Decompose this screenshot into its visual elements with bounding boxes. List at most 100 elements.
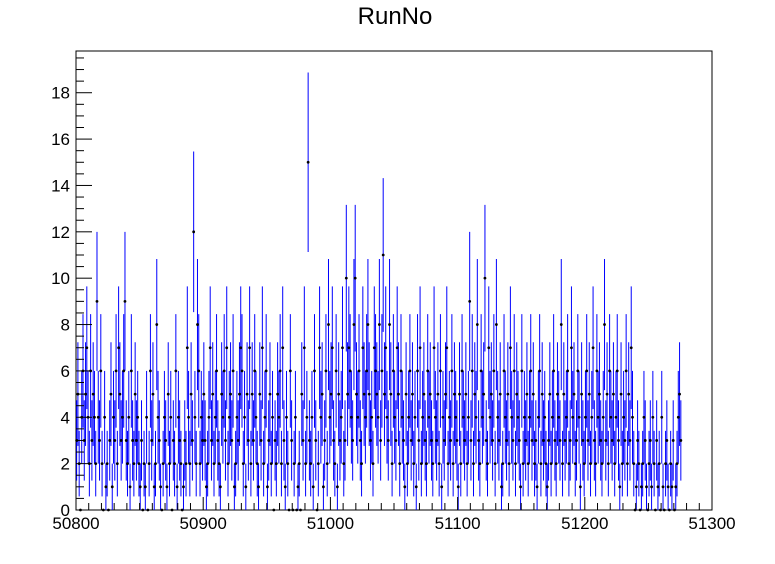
data-point [107,508,110,512]
data-point [576,369,580,373]
data-point [212,462,216,466]
data-point [627,392,631,396]
data-point [534,439,538,442]
data-point [96,415,100,419]
data-point [294,415,297,419]
data-point [428,392,432,396]
data-point [468,299,472,303]
data-point [483,276,487,280]
data-point [302,346,306,350]
data-point [234,462,238,466]
data-point [432,346,436,350]
data-point [667,508,671,512]
data-point [451,462,455,466]
data-point [363,415,367,419]
data-point [608,369,612,373]
data-points [75,160,683,512]
data-point [377,323,381,326]
data-point [493,462,497,466]
data-point [510,415,514,419]
data-point [341,346,344,350]
data-point [568,439,572,442]
data-point [151,392,155,396]
data-point [108,439,112,442]
data-point [196,323,199,326]
data-point [114,369,118,373]
y-tick-label: 16 [51,130,70,149]
data-point [198,462,202,466]
data-point [189,392,193,396]
data-point [669,462,673,466]
data-point [505,439,508,442]
data-point [288,369,292,373]
data-point [206,462,210,466]
data-point [553,439,557,442]
data-point [425,462,428,466]
data-point [572,392,576,396]
data-point [552,369,556,373]
data-point [179,462,183,466]
data-point [421,415,425,419]
data-point [376,415,380,419]
data-point [587,392,591,396]
data-point [366,323,370,326]
data-point [286,462,290,466]
data-point [442,439,446,442]
data-point [95,299,99,303]
data-point [620,462,624,466]
data-point [589,462,592,466]
data-point [391,369,395,373]
data-point [540,392,544,396]
data-point [137,462,141,466]
data-point [178,439,182,442]
data-point [610,439,614,442]
data-point [496,415,500,419]
data-point [226,462,230,466]
data-point [524,439,528,442]
data-point [124,439,128,442]
data-point [497,439,501,442]
data-point [339,415,343,419]
data-point [249,462,253,466]
data-point [473,392,477,396]
data-point [459,462,463,466]
data-point [619,392,623,396]
data-point [651,415,655,419]
data-point [461,415,465,419]
data-point [416,369,419,373]
data-point [138,485,142,489]
data-point [670,485,674,489]
data-point [372,346,376,350]
data-point [224,439,227,442]
data-point [174,369,178,373]
data-point [640,485,643,489]
data-point [149,369,152,373]
data-point [520,369,524,373]
data-point [397,392,400,396]
data-point [155,323,159,326]
data-point [626,462,629,466]
data-point [183,439,187,442]
data-point [104,485,108,489]
data-point [159,485,162,489]
data-point [479,369,483,373]
data-point [319,415,323,419]
data-point [282,439,286,442]
data-point [446,462,450,466]
data-point [484,439,488,442]
data-point [470,369,474,373]
data-point [460,369,464,373]
data-point [370,415,374,419]
data-point [141,508,145,512]
data-point [603,323,606,326]
data-point [348,369,352,373]
data-point [559,323,563,326]
data-point [481,415,484,419]
data-point [342,462,346,466]
data-point [450,369,454,373]
data-point [310,415,314,419]
data-point [352,323,356,326]
data-point [413,415,417,419]
data-point [494,323,498,326]
data-point [469,439,473,442]
